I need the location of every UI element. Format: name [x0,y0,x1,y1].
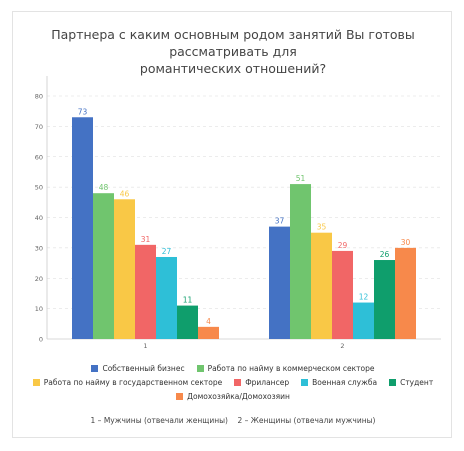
y-tick-label: 80 [35,93,43,101]
data-label: 26 [380,250,390,259]
chart-footnote: 1 – Мужчины (отвечали женщины) 2 – Женщи… [90,416,376,425]
y-tick-label: 10 [35,305,43,313]
legend-item[interactable]: Работа по найму в государственном сектор… [32,378,223,387]
y-tick-label: 30 [35,244,43,252]
chart-title: Партнера с каким основным родом занятий … [13,26,453,77]
bar [114,199,135,339]
data-label: 11 [183,296,193,305]
bar [353,302,374,339]
legend-item[interactable]: Военная служба [301,378,377,387]
legend-label: Работа по найму в коммерческом секторе [207,364,375,373]
chart-title-line-2: романтических отношений? [139,61,327,76]
legend-swatch [234,379,242,386]
y-tick-label: 40 [35,214,43,222]
legend-item[interactable]: Фрилансер [234,378,289,387]
data-label: 73 [78,107,88,116]
bar [395,247,416,339]
legend-label: Домохозяйка/Домохозяин [187,392,290,401]
y-tick-label: 70 [35,123,43,131]
x-tick-label: 1 [143,342,147,350]
bar [135,244,156,339]
chart-card: Партнера с каким основным родом занятий … [12,11,452,438]
y-tick-label: 60 [35,153,43,161]
legend-label: Студент [400,378,434,387]
x-tick-label: 2 [340,342,344,350]
legend-row-3: Домохозяйка/Домохозяин [13,392,453,401]
legend-swatch [389,379,397,386]
legend-label: Военная служба [312,378,378,387]
legend-swatch [32,379,40,386]
bar [332,250,353,339]
bar-chart: 0 10 20 30 40 50 60 70 80 73 48 46 31 27 11 4 1 37 51 35 29 1… [35,76,441,350]
legend-item[interactable]: Студент [389,378,433,387]
legend-label: Собственный бизнес [102,364,185,373]
bar [290,184,311,339]
legend-item[interactable]: Домохозяйка/Домохозяин [176,392,290,401]
bar [72,117,93,339]
data-label: 48 [99,183,109,192]
legend-row-1: Собственный бизнес Работа по найму в комм… [13,364,453,373]
chart-title-line-1: Партнера с каким основным родом занятий … [51,27,415,59]
data-label: 12 [359,293,369,302]
bar [311,232,332,339]
data-label: 27 [162,247,172,256]
bar [93,193,114,339]
legend-swatch [196,365,204,372]
legend-label: Работа по найму в государственном сектор… [43,378,223,387]
bar [198,326,219,339]
bar [374,260,395,339]
legend-swatch [176,393,184,400]
data-label: 31 [141,235,151,244]
data-label: 35 [317,223,327,232]
legend-swatch [91,365,99,372]
data-label: 29 [338,241,348,250]
bar [177,305,198,339]
legend-swatch [301,379,309,386]
y-tick-label: 0 [39,336,43,344]
bar [269,226,290,339]
bar [156,256,177,339]
data-label: 37 [275,217,285,226]
data-label: 30 [401,238,411,247]
data-label: 46 [120,189,130,198]
legend-item[interactable]: Собственный бизнес [91,364,185,373]
data-label: 51 [296,174,306,183]
legend-label: Фрилансер [245,378,290,387]
y-tick-label: 20 [35,275,43,283]
legend-item[interactable]: Работа по найму в коммерческом секторе [196,364,375,373]
legend-row-2: Работа по найму в государственном сектор… [13,378,453,387]
data-label: 4 [206,317,211,326]
y-tick-label: 50 [35,184,43,192]
